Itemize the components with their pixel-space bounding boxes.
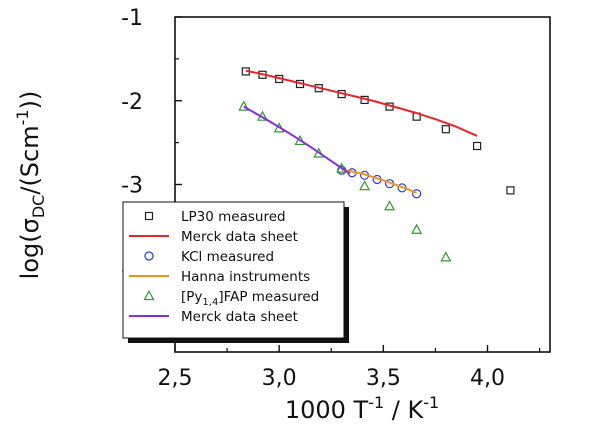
y-axis-label: log(σDC/(Scm-1)): [13, 91, 48, 280]
series-layer: [238, 67, 515, 262]
triangle-marker: [440, 251, 452, 262]
series-line: [243, 105, 351, 175]
legend-marker-swatch: [144, 211, 154, 221]
y-tick-label: -1: [121, 6, 143, 31]
x-tick-label: 3,0: [262, 366, 297, 391]
square-marker: [441, 125, 450, 134]
triangle-marker: [359, 180, 371, 191]
triangle-marker: [238, 100, 250, 111]
x-axis-label: 1000 T-1 / K-1: [285, 393, 439, 424]
legend: LP30 measured Merck data sheet KCl measure…: [122, 201, 349, 343]
y-tick-label: -3: [121, 174, 143, 199]
legend-label: Hanna instruments: [181, 269, 310, 285]
triangle-marker: [336, 162, 348, 173]
series-3: [341, 168, 418, 194]
x-tick-label: 3,5: [366, 366, 401, 391]
series-5: [243, 105, 351, 175]
series-line: [245, 69, 478, 137]
triangle-marker: [294, 134, 306, 146]
x-tick-label: 2,5: [158, 366, 193, 391]
x-tick-label: 4,0: [470, 366, 505, 391]
series-line: [341, 168, 418, 194]
square-marker: [506, 186, 515, 195]
legend-label: [Py1,4]FAP measured: [181, 289, 319, 308]
square-marker: [472, 141, 482, 151]
y-tick-label: -2: [121, 90, 143, 115]
circle-marker: [412, 189, 422, 199]
series-1: [245, 69, 478, 137]
legend-label: KCl measured: [181, 249, 274, 265]
legend-label: Merck data sheet: [181, 229, 298, 245]
triangle-marker: [411, 223, 423, 234]
legend-label: LP30 measured: [181, 209, 286, 225]
legend-label: Merck data sheet: [181, 309, 298, 325]
legend-marker-swatch: [144, 251, 154, 261]
legend-marker-swatch: [143, 289, 155, 301]
triangle-marker: [384, 200, 396, 211]
